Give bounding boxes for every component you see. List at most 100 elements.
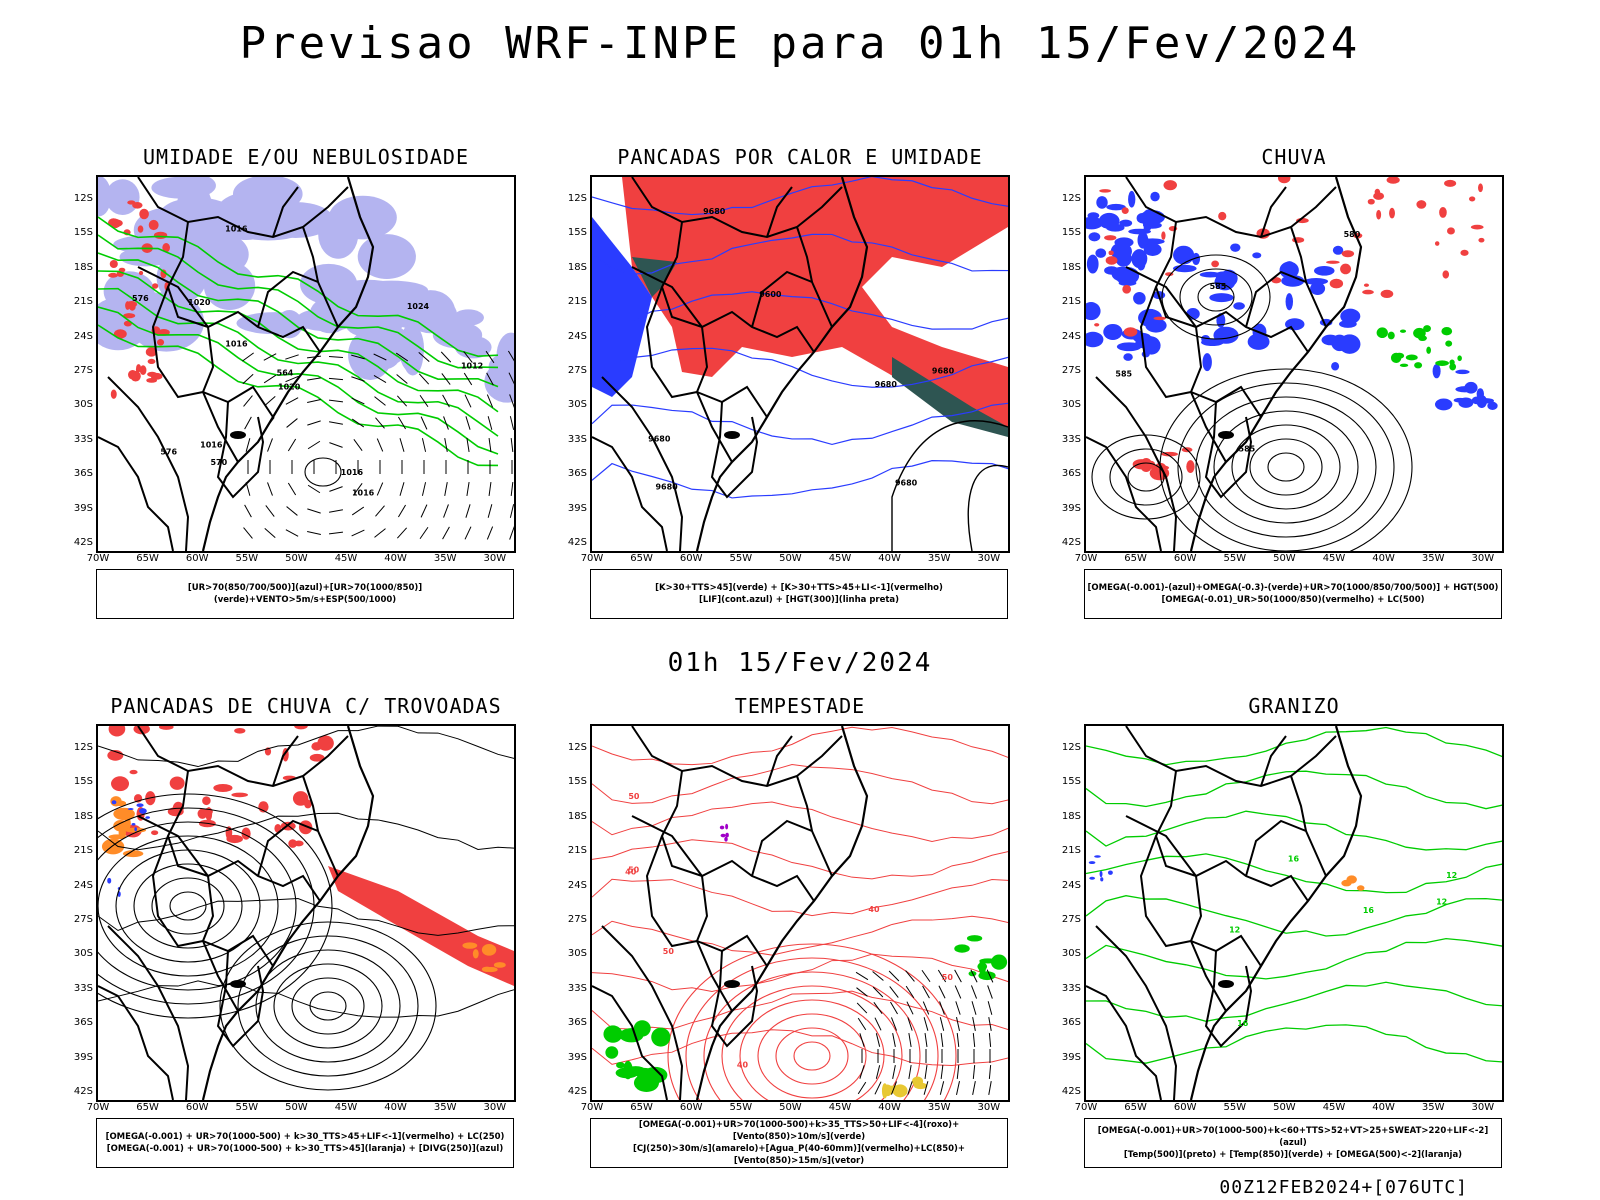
hail-area-blue: [1094, 855, 1101, 858]
contour-label: 12: [1446, 871, 1457, 880]
country-border: [796, 775, 813, 832]
lat-tick-label: 21S: [567, 296, 587, 308]
wind-vector: [444, 438, 448, 452]
streamline-black: [1195, 396, 1377, 538]
lat-tick-label: 18S: [1061, 810, 1081, 822]
omega-area-blue: [1214, 273, 1236, 291]
thunderstorm-area-red: [169, 776, 185, 790]
omega-area-blue: [1458, 397, 1474, 408]
omega-area-green: [1426, 346, 1432, 354]
hgt-contour-black: [891, 420, 1008, 551]
streamline-black: [1127, 462, 1165, 492]
omega-area-blue: [1128, 190, 1136, 208]
humidity-area-blue: [98, 177, 112, 217]
wind-vector: [376, 482, 384, 496]
lat-tick-label: 24S: [567, 330, 587, 342]
omega-area-red: [1218, 211, 1227, 221]
omega-area-red: [1140, 457, 1153, 473]
omega-area-red: [1153, 316, 1166, 321]
lon-tick-label: 45W: [828, 1102, 852, 1113]
legend-line: [OMEGA(-0.01)_UR>50(1000/850)(vermelho) …: [1161, 595, 1425, 605]
lon-tick-label: 35W: [433, 553, 457, 564]
country-border: [272, 186, 299, 238]
omega-area-green: [1414, 362, 1423, 369]
legend-box: [UR>70(850/700/500)](azul)+[UR>70(1000/8…: [96, 569, 514, 619]
legend-box: [OMEGA(-0.001) + UR>70(1000-500) + k>30_…: [96, 1118, 514, 1168]
country-border: [766, 735, 793, 787]
omega-area-red: [1460, 249, 1469, 256]
streamline-red: [721, 985, 903, 1100]
streamline-red: [757, 1013, 867, 1099]
humidity-area-blue: [151, 177, 209, 199]
lat-tick-label: 21S: [567, 845, 587, 857]
shower-area-orange: [462, 942, 478, 949]
lon-tick-label: 50W: [779, 553, 802, 564]
lagoon: [1218, 980, 1234, 988]
wind-vector: [329, 421, 343, 425]
forecast-map: 50 50 40 40 50 50 40: [590, 724, 1010, 1102]
omega-area-red: [1363, 283, 1369, 287]
humidity-area-blue: [105, 179, 140, 215]
contour-label: 40: [868, 905, 880, 914]
thunderstorm-area-red: [294, 726, 308, 730]
divergence-area-blue: [111, 800, 117, 805]
omega-area-blue: [1136, 212, 1148, 224]
lif-contour-blue: [592, 291, 1008, 330]
wind-vector: [908, 1033, 912, 1047]
storm-area-purple: [720, 833, 726, 838]
humidity-contour-green: [98, 252, 499, 388]
panel-title: TEMPESTADE: [734, 694, 866, 718]
wind-vector: [859, 1033, 865, 1047]
contour-label: 9680: [875, 380, 898, 389]
lat-tick-label: 12S: [567, 193, 587, 204]
wind-vector: [465, 504, 471, 518]
country-border: [166, 221, 321, 353]
omega-area-red: [1389, 207, 1395, 219]
wind-vector: [242, 352, 254, 362]
humidity-area-blue: [357, 234, 416, 280]
wind-vector: [399, 482, 405, 496]
country-border: [1204, 401, 1253, 499]
wind-vector: [509, 504, 514, 518]
legend-box: [OMEGA(-0.001)+UR>70(1000-500)+k<60+TTS>…: [1084, 1118, 1502, 1168]
wind-vector: [353, 439, 363, 451]
wind-vector: [396, 527, 408, 539]
lat-tick-label: 42S: [567, 537, 587, 548]
country-border: [151, 286, 204, 399]
country-border: [257, 270, 339, 328]
lon-tick-label: 40W: [384, 1102, 407, 1113]
contour-label: 1016: [225, 224, 248, 233]
omega-area-red: [1341, 250, 1355, 258]
wind-vector: [287, 482, 297, 496]
contour-label: 9680: [703, 207, 726, 216]
country-border: [696, 391, 733, 463]
streamline-black: [1109, 448, 1183, 506]
lat-tick-label: 36S: [1061, 1017, 1081, 1029]
lif-contour-blue: [592, 347, 1008, 388]
omega-area-red: [1186, 460, 1195, 474]
country-border: [660, 221, 815, 353]
wind-vector: [939, 1017, 945, 1031]
wind-vector: [488, 437, 492, 453]
humidity-area-blue: [113, 234, 192, 255]
lon-axis: 70W 65W 60W 55W 50W 45W 40W 35W 30W: [581, 553, 1010, 567]
lon-tick-label: 35W: [927, 553, 951, 564]
shower-area-orange: [108, 834, 127, 840]
lat-tick-label: 27S: [1061, 914, 1081, 925]
wind-vector: [328, 355, 344, 359]
lon-tick-label: 40W: [878, 1102, 901, 1113]
omega-area-blue: [1096, 196, 1108, 209]
country-border: [1095, 376, 1178, 551]
wind-area-green: [651, 1027, 671, 1047]
omega-area-red: [1340, 263, 1352, 275]
country-border: [1086, 436, 1162, 551]
omega-area-red: [1108, 250, 1114, 256]
wind-vector: [351, 376, 365, 382]
streamline-black: [115, 849, 261, 963]
wind-vector: [908, 1065, 912, 1079]
wind-vector: [307, 399, 321, 403]
wind-vector: [874, 1081, 882, 1095]
legend-line: [LIF](cont.azul) + [HGT(300)](linha pret…: [698, 595, 900, 605]
wind-vector: [267, 482, 273, 496]
wind-vector: [988, 1017, 992, 1031]
